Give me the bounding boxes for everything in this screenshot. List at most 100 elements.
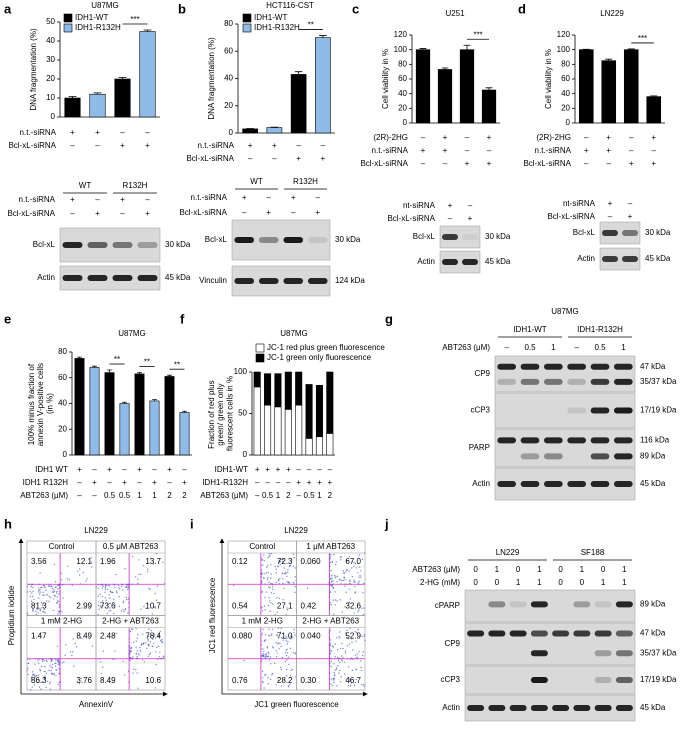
event-dot bbox=[135, 652, 137, 655]
condition-mark: + bbox=[120, 195, 125, 204]
event-dot bbox=[354, 631, 356, 633]
band bbox=[615, 705, 633, 711]
band-label: Actin bbox=[37, 273, 55, 282]
event-dot bbox=[69, 651, 72, 653]
bar bbox=[179, 412, 190, 456]
event-dot bbox=[294, 576, 296, 578]
condition-mark: – bbox=[487, 146, 492, 155]
y-tick-label: 20 bbox=[561, 103, 570, 112]
event-dot bbox=[265, 591, 268, 593]
event-dot bbox=[44, 665, 46, 668]
event-dot bbox=[115, 590, 118, 592]
event-dot bbox=[349, 580, 351, 582]
quadrant-value: 0.54 bbox=[232, 602, 248, 611]
y-tick-label: 60 bbox=[561, 74, 570, 83]
quadrant-value: 10.6 bbox=[145, 676, 161, 685]
event-dot bbox=[351, 560, 353, 563]
event-dot bbox=[40, 665, 43, 668]
bar bbox=[284, 371, 292, 410]
event-dot bbox=[61, 579, 63, 581]
event-dot bbox=[284, 652, 286, 654]
error-bar bbox=[605, 58, 613, 61]
event-dot bbox=[342, 647, 344, 650]
legend-label: IDH1-WT bbox=[254, 13, 287, 22]
event-dot bbox=[30, 676, 33, 678]
event-dot bbox=[118, 588, 121, 590]
event-dot bbox=[270, 663, 272, 665]
event-dot bbox=[266, 578, 269, 580]
event-dot bbox=[127, 588, 129, 591]
bar bbox=[274, 373, 282, 408]
bar bbox=[295, 404, 303, 456]
event-dot bbox=[269, 656, 272, 658]
event-dot bbox=[270, 602, 272, 604]
y-tick-label: 0 bbox=[243, 450, 248, 459]
event-dot bbox=[143, 605, 145, 608]
event-dot bbox=[357, 611, 359, 613]
condition-mark: – bbox=[629, 133, 634, 142]
event-dot bbox=[56, 590, 58, 593]
event-dot bbox=[78, 682, 81, 685]
bar bbox=[253, 371, 261, 388]
quadrant-value: 0.040 bbox=[301, 632, 322, 641]
event-dot bbox=[268, 597, 270, 599]
event-dot bbox=[37, 660, 39, 662]
event-dot bbox=[266, 565, 269, 567]
y-tick-label: 50 bbox=[238, 409, 247, 418]
event-dot bbox=[137, 578, 139, 580]
condition-mark: – bbox=[95, 141, 100, 150]
band bbox=[112, 275, 133, 281]
chart-title: HCT116-CST bbox=[266, 1, 314, 10]
plot-cell bbox=[296, 615, 366, 691]
condition-mark: – bbox=[574, 343, 579, 352]
band bbox=[594, 650, 612, 657]
band bbox=[530, 630, 548, 637]
condition-mark: – bbox=[276, 478, 281, 487]
error-bar bbox=[319, 35, 327, 38]
chart-title: LN229 bbox=[600, 9, 624, 18]
condition-mark: + bbox=[651, 133, 656, 142]
error-bar bbox=[92, 365, 97, 368]
condition-mark: 1 bbox=[137, 491, 142, 500]
event-dot bbox=[262, 628, 264, 631]
event-dot bbox=[39, 589, 41, 591]
event-dot bbox=[277, 643, 279, 645]
event-dot bbox=[133, 641, 135, 644]
quadrant-value: 2.99 bbox=[76, 602, 92, 611]
event-dot bbox=[267, 576, 269, 579]
event-dot bbox=[262, 564, 264, 566]
band bbox=[137, 242, 158, 248]
condition-mark: + bbox=[296, 478, 301, 487]
quadrant-value: 0.30 bbox=[301, 676, 317, 685]
event-dot bbox=[107, 603, 109, 605]
error-bar bbox=[650, 95, 658, 97]
band-label: CP9 bbox=[474, 369, 490, 378]
blot-title: U87MG bbox=[551, 307, 579, 316]
event-dot bbox=[272, 628, 274, 630]
quadrant-value: 32.6 bbox=[345, 602, 361, 611]
event-dot bbox=[292, 565, 294, 567]
event-dot bbox=[150, 557, 152, 560]
y-tick-label: 10 bbox=[46, 93, 55, 102]
event-dot bbox=[280, 645, 282, 648]
condition-mark: – bbox=[584, 133, 589, 142]
event-dot bbox=[359, 574, 361, 577]
panel-letter: b bbox=[178, 1, 186, 16]
event-dot bbox=[333, 671, 335, 674]
event-dot bbox=[363, 636, 365, 638]
event-dot bbox=[331, 561, 333, 564]
event-dot bbox=[364, 552, 366, 554]
condition-mark: – bbox=[137, 478, 142, 487]
event-dot bbox=[147, 635, 150, 637]
event-dot bbox=[110, 609, 112, 612]
event-dot bbox=[159, 677, 162, 679]
bar bbox=[264, 404, 272, 456]
event-dot bbox=[277, 642, 280, 644]
event-dot bbox=[335, 667, 338, 669]
event-dot bbox=[43, 611, 45, 613]
band bbox=[573, 601, 591, 608]
error-bar bbox=[137, 372, 142, 374]
legend-label: JC-1 red plus green fluorescence bbox=[267, 343, 385, 352]
event-dot bbox=[330, 683, 332, 685]
event-dot bbox=[132, 672, 134, 674]
